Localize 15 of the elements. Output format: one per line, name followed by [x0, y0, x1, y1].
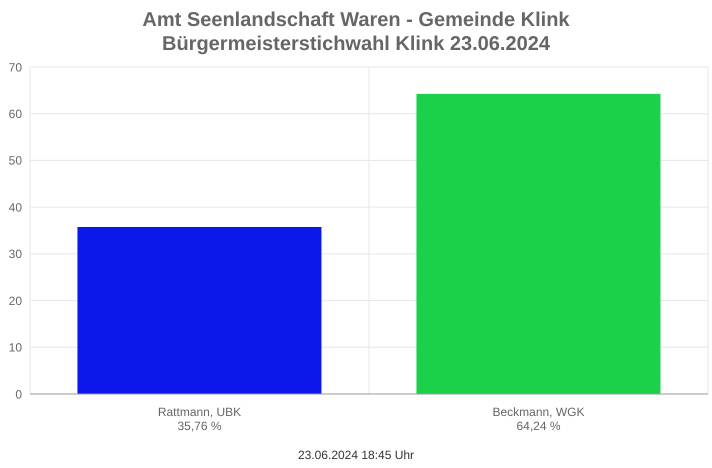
- data-label: 35,76 %: [177, 419, 222, 433]
- text: 23.06.2024 18:45 Uhr: [296, 448, 416, 462]
- y-tick-label: 70: [8, 60, 22, 74]
- x-tick-label: Beckmann, WGK: [492, 405, 585, 419]
- y-tick-label: 30: [8, 247, 22, 262]
- chart-title: Amt Seenlandschaft Waren - Gemeinde Klink: [141, 8, 571, 32]
- y-tick-label: 20: [8, 294, 22, 308]
- y-tick-label: 40: [8, 200, 22, 214]
- y-tick-label: 10: [8, 340, 22, 355]
- y-tick-label: 60: [8, 106, 22, 121]
- y-tick-label: 50: [8, 154, 22, 168]
- chart-subtitle: Bürgermeisterstichwahl Klink 23.06.2024: [161, 32, 551, 56]
- y-tick-label: 0: [15, 387, 22, 402]
- x-tick-label: Rattmann, UBK: [158, 405, 242, 419]
- data-label: 64,24 %: [516, 419, 561, 433]
